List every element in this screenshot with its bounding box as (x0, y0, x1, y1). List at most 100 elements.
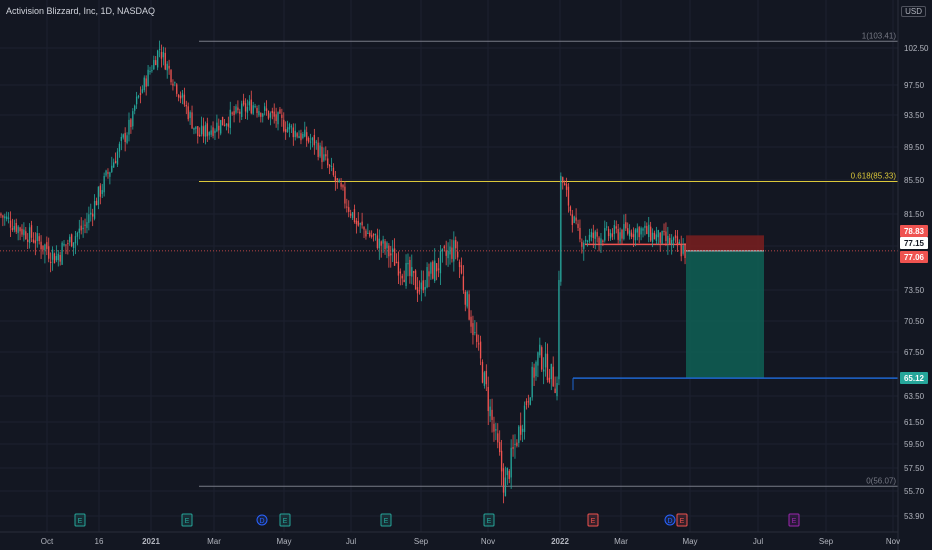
candle-body (648, 224, 650, 238)
candle-body (516, 442, 518, 446)
candle-body (204, 125, 207, 137)
short-position-tool[interactable] (0, 235, 898, 391)
x-tick-label: Mar (207, 537, 221, 546)
candle-body (395, 261, 398, 263)
candle-body (500, 450, 503, 472)
candle-body (25, 231, 27, 240)
candle-body (594, 231, 596, 239)
fib-level-label: 0(56.07) (866, 476, 896, 485)
candle-body (258, 111, 260, 116)
candle-body (93, 201, 96, 219)
chart-title: Activision Blizzard, Inc, 1D, NASDAQ (6, 6, 156, 16)
candle-body (321, 146, 323, 163)
candle-body (353, 209, 356, 223)
candle-body (285, 129, 287, 133)
x-tick-label: Nov (886, 537, 900, 546)
candle-body (246, 106, 249, 113)
candle-body (380, 241, 382, 246)
candle-body (657, 230, 659, 238)
candle-body (160, 52, 163, 59)
candle-body (663, 231, 665, 233)
currency-button[interactable]: USD (901, 6, 926, 17)
candle-body (357, 220, 359, 226)
price-label-box (900, 372, 928, 384)
candle-body (460, 265, 463, 274)
earnings-marker[interactable] (587, 513, 599, 527)
candle-body (319, 145, 321, 157)
candle-body (237, 107, 239, 111)
take-profit-zone[interactable] (686, 250, 764, 379)
candle-body (116, 151, 119, 165)
earnings-marker[interactable] (788, 513, 800, 527)
candle-body (667, 235, 669, 244)
candle-body (275, 114, 277, 122)
earnings-marker[interactable] (74, 513, 86, 527)
candle-body (586, 240, 589, 242)
candle-body (55, 256, 58, 261)
candle-body (619, 232, 621, 242)
candle-body (393, 248, 396, 266)
candle-body (290, 126, 293, 128)
candle-body (313, 135, 316, 146)
stop-loss-zone[interactable] (686, 235, 764, 251)
time-axis[interactable]: Oct 16 2021 Mar May Jul Sep Nov 2022 Mar May Jul Sep… (41, 537, 900, 546)
candle-body (600, 238, 602, 244)
event-marker-letter: E (591, 518, 596, 525)
candle-body (449, 246, 451, 255)
y-tick-label: 89.50 (904, 143, 925, 152)
candle-body (411, 267, 413, 277)
candle-body (139, 93, 142, 95)
candlestick-series (0, 40, 686, 504)
candle-body (263, 106, 266, 111)
x-tick-label: 2022 (551, 537, 569, 546)
candle-body (168, 65, 170, 69)
candle-body (67, 243, 69, 245)
candle-body (392, 248, 394, 252)
candle-body (665, 231, 667, 242)
candle-body (544, 353, 547, 368)
candle-body (334, 175, 337, 182)
price-label: 65.12 (904, 374, 925, 383)
candle-body (111, 165, 113, 172)
dividend-marker[interactable] (256, 514, 268, 526)
earnings-marker[interactable] (676, 513, 688, 527)
candle-body (132, 111, 134, 127)
candle-body (74, 236, 77, 244)
candle-body (239, 111, 241, 114)
candle-body (625, 222, 627, 229)
candle-body (613, 225, 616, 234)
candle-body (283, 119, 285, 132)
earnings-marker[interactable] (380, 513, 392, 527)
candle-body (628, 230, 631, 237)
earnings-marker[interactable] (483, 513, 495, 527)
grid (0, 0, 898, 532)
candle-body (533, 367, 535, 378)
candle-body (542, 369, 545, 372)
candle-body (638, 227, 640, 238)
fibonacci-retracement[interactable]: 1(103.41) 0.618(85.33) 0(56.07) (199, 31, 898, 487)
candle-body (135, 96, 138, 105)
candle-body (105, 170, 107, 176)
candle-body (606, 226, 608, 228)
earnings-marker[interactable] (181, 513, 193, 527)
candle-body (103, 175, 105, 193)
earnings-marker[interactable] (279, 513, 291, 527)
candle-body (468, 294, 470, 320)
candle-body (369, 232, 371, 237)
candle-body (636, 228, 638, 233)
candle-body (506, 467, 509, 476)
candle-body (413, 271, 415, 273)
candle-body (124, 132, 126, 142)
candle-body (49, 261, 52, 264)
candle-body (72, 242, 75, 249)
candle-body (294, 130, 296, 138)
candle-body (216, 122, 218, 132)
candle-body (445, 250, 447, 256)
event-marker-letter: D (667, 518, 672, 525)
dividend-marker[interactable] (664, 514, 676, 526)
candle-body (598, 237, 600, 244)
candle-body (397, 261, 400, 276)
